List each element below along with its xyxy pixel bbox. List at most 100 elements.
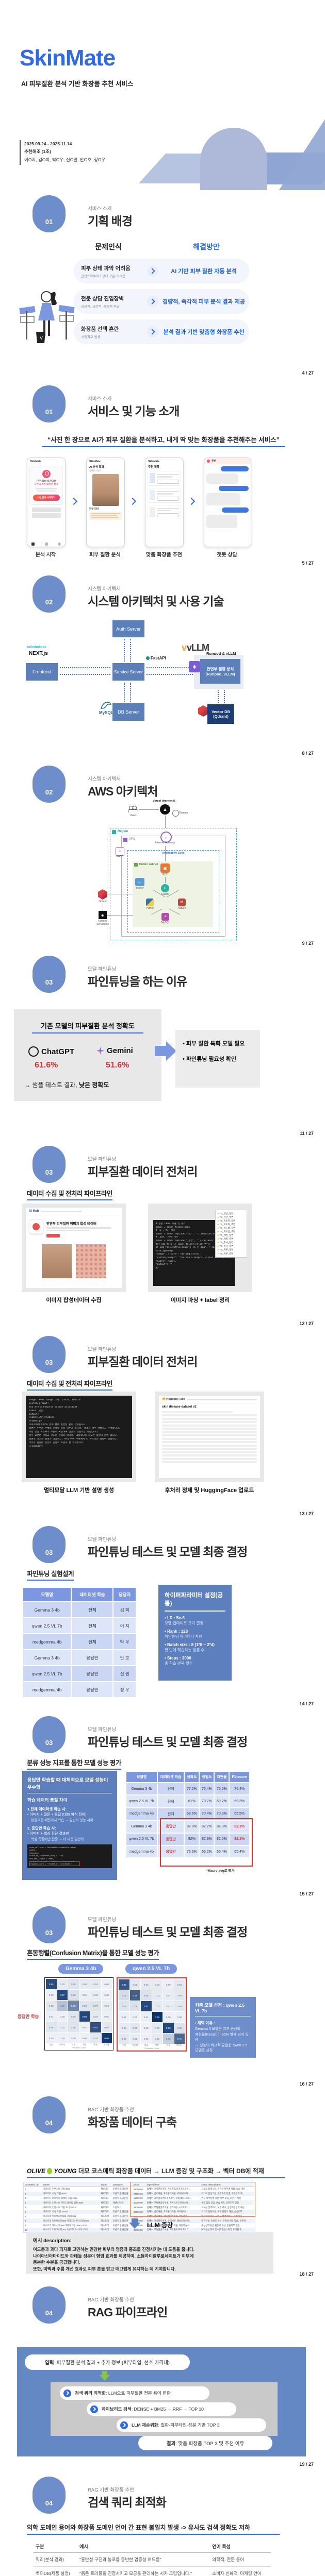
sample-face-photo bbox=[42, 1244, 72, 1278]
python-label: Python bbox=[146, 907, 154, 910]
table-cell: 제로이드 수딩 로션 160ml bbox=[42, 2209, 100, 2214]
section-number-pill: 02 bbox=[32, 766, 66, 803]
table-cell: 32000.00 bbox=[133, 2206, 143, 2209]
product-thumb bbox=[150, 473, 155, 483]
table-header-cell: short_description bbox=[200, 2182, 255, 2187]
dataset-row bbox=[162, 1451, 257, 1453]
problem-subtitle: 건선? 아토피? 상태 구분 어려움 bbox=[81, 274, 126, 278]
dataset-icon bbox=[29, 1219, 43, 1234]
dataset-row bbox=[162, 1434, 257, 1436]
phone-mock-analysis-start: SkinMate 단 한 장의 사진으로 나만의 스킨 솔루션 찾기 사진 분석… bbox=[27, 457, 66, 547]
table-cell: 정제수, 사이클로펜타실록세인, 글리세린, 프로... bbox=[147, 2196, 191, 2199]
matrix-cell: 0.00 bbox=[79, 2033, 90, 2043]
list-item: # 질환 label 추출 및 정리 bbox=[156, 1223, 186, 1225]
matrix-cell: 0.04 bbox=[90, 2033, 101, 2043]
diagnosis-label: 피부 진단 bbox=[89, 507, 99, 510]
buy-button[interactable] bbox=[157, 513, 179, 518]
statement-text: 더모 코스메틱 화장품 데이터 → LLM 증강 및 구조화 → 벡터 DB에 … bbox=[78, 2167, 264, 2175]
slide-eyebrow: RAG 기반 화장품 추천 bbox=[88, 2487, 134, 2493]
table-header-cell: 모델명 bbox=[125, 1771, 158, 1783]
panel-title: 응답만 학습할 때 대체적으로 모델 성능이 우수함 bbox=[27, 1776, 112, 1793]
existing-model-accuracy-box: 기존 모델의 피부질환 분석 정확도 ChatGPT Gemini 61.6% … bbox=[14, 1009, 161, 1101]
download-button[interactable] bbox=[46, 1234, 60, 1238]
table-cell: 소비자 친화적, 마케팅 언어 bbox=[210, 2566, 271, 2576]
buy-button[interactable] bbox=[157, 479, 179, 484]
table-cell: qwen 2.5 VL 7b bbox=[22, 1617, 72, 1634]
oliveyoung-dot-icon bbox=[47, 2168, 53, 2174]
phone-mock-recommendation: SkinMate 추천 제품 bbox=[145, 457, 184, 547]
list-item: Gemma 3 모델은 지루 증상의 bbox=[195, 2027, 241, 2031]
connector bbox=[124, 639, 125, 662]
section-number: 01 bbox=[45, 218, 53, 226]
slide-query-optimization: 04 RAG 기반 화장품 추천 검색 쿼리 최적화 의학 도메인 용어와 화장… bbox=[0, 2471, 325, 2576]
table-header-cell: 데이터셋 학습 bbox=[71, 1587, 114, 1602]
list-item: 나이아신아마이드와 판테놀 성분이 항염 효과를 제공하며, 소듐하이알루로네이… bbox=[33, 2253, 194, 2259]
list-item: <label>건선</label> bbox=[29, 1416, 55, 1419]
dataset-row bbox=[162, 1428, 257, 1430]
buy-button[interactable] bbox=[157, 496, 179, 501]
section-number-pill: 03 bbox=[32, 1146, 66, 1183]
table-cell: 신 원 bbox=[112, 1665, 137, 1682]
list-item: data.append({ bbox=[156, 1249, 174, 1252]
table-cell: 응답만 bbox=[157, 1832, 185, 1846]
table-row: Gemma 3 4b 응답만 안 호 bbox=[22, 1649, 137, 1666]
list-item: 백반 bbox=[82, 2043, 87, 2046]
matrix-cell: 0.03 bbox=[57, 1979, 68, 1989]
slide-data-preprocess-1: 03 모델 파인튜닝 피부질환 데이터 전처리 데이터 수집 및 전처리 파이프… bbox=[0, 1141, 325, 1331]
matrix-cell: 0.06 bbox=[68, 1979, 79, 1989]
chevron-right-icon bbox=[187, 497, 196, 505]
table-cell: 에스트라 bbox=[100, 2228, 112, 2232]
table-cell: 15000.00 bbox=[133, 2197, 143, 2200]
table-cell: 70.3% bbox=[214, 1807, 230, 1821]
internet-gateway-icon: ∩ bbox=[160, 832, 172, 843]
project-info-rule bbox=[20, 140, 21, 165]
section-number: 04 bbox=[45, 2309, 53, 2317]
home-icon[interactable] bbox=[31, 543, 35, 546]
table-cell: 82.3% bbox=[199, 1832, 215, 1846]
problem-solution-row: 피부 상태 파악 어려움 건선? 아토피? 상태 구분 어려움 AI 기반 피부… bbox=[74, 259, 249, 283]
list-item: 아토피 bbox=[59, 2043, 66, 2046]
table-cell: 제로이드 bbox=[100, 2209, 112, 2214]
vpc-label: VPC bbox=[129, 838, 136, 841]
chatgpt-label: ChatGPT bbox=[41, 1047, 75, 1056]
public-subnet-box: Public subnet bbox=[133, 861, 213, 927]
table-cell: 손상 피부장벽 개선, 피부 보습, 붉은기 개선 bbox=[201, 2196, 241, 2199]
table-cell: 2 bbox=[24, 2191, 42, 2196]
table-cell: 이 지 bbox=[112, 1617, 137, 1634]
table-cell: 정제수, 부틸렌글라이콜, 사카라이드아이소머... bbox=[145, 2200, 201, 2206]
pipeline-input: 입력 : 피부질환 분석 결과 + 추가 정보 (피부타입, 선호 가격대) bbox=[25, 2354, 190, 2370]
start-analysis-button[interactable]: 사진 분석 시작하기 bbox=[32, 495, 60, 501]
table-row: 벡터DB(제품 설명) "붉은 트러블을 진정시키고 모공을 관리하는 시카 크림… bbox=[34, 2566, 271, 2576]
slide-system-architecture: 02 시스템 아키텍처 시스템 아키텍처 및 사용 기술 tailwindcss… bbox=[0, 570, 325, 760]
slide-title: 파인튜닝 테스트 및 모델 최종 결정 bbox=[88, 1925, 248, 1939]
table-cell: medgemma 4b bbox=[125, 1844, 158, 1859]
list-item: tokenizer, bbox=[29, 1852, 41, 1854]
table-cell: 정제수, 글리세린, 부틸렌글라이콜, 부틸렌글... bbox=[147, 2215, 189, 2218]
dataset-row bbox=[162, 1414, 257, 1416]
subnet-icon bbox=[134, 863, 138, 867]
section-number: 03 bbox=[45, 1168, 53, 1176]
responses-only-side-label: 응답만 학습 bbox=[18, 2014, 39, 2019]
table-row: 8 에스트라 아토베리어365 하이드로 수딩크림 60ml 에스트라 로션/크림/올… bbox=[24, 2218, 255, 2224]
table-cell: 10 bbox=[24, 2228, 42, 2232]
table-cell: "붉은 트러블을 진정시키고 모공을 관리하는 시카 크림입니다." bbox=[77, 2566, 210, 2576]
table-row: Gemma 3 4b 전체 77.2% 76.4% 76.6% 76.4% bbox=[125, 1782, 250, 1796]
face-photo bbox=[92, 474, 119, 506]
list-item: 주사 bbox=[93, 2043, 98, 2046]
nav-icon[interactable] bbox=[44, 543, 48, 546]
aihub-dataset-title: 안면부 피부질환 이미지 합성 데이터 bbox=[46, 1222, 96, 1226]
table-row: 5 제로이드 인텐시브 크림 토너 200ml 제로이드 스킨/토너 32000.00 정… bbox=[24, 2205, 255, 2210]
connector bbox=[124, 683, 125, 702]
table-row: 쿼리(분석 결과) "홍반성 구진과 농포를 동반한 염증성 여드름" 의학적, 전… bbox=[34, 2552, 271, 2567]
list-item: 이미지에서 이마와 양쪽 뺨에 홍반성 판이 관찰됩니다. bbox=[29, 1423, 87, 1427]
huggingface-panel: 🤗 Hugging Face skin disease dataset v2 bbox=[155, 1392, 264, 1482]
list-item: "system_prompt": "You are a helpful visi… bbox=[156, 1257, 231, 1260]
conclusion-bullet: 피부 질환 특화 모델 필요 bbox=[183, 1039, 253, 1047]
table-cell: 스킨/토너 bbox=[112, 2206, 122, 2209]
table-cell: 66.2% bbox=[199, 1844, 215, 1859]
table-cell: 9 bbox=[25, 2224, 26, 2227]
connector bbox=[218, 690, 219, 703]
users-label: Users bbox=[129, 814, 137, 817]
profile-icon[interactable] bbox=[58, 543, 61, 546]
